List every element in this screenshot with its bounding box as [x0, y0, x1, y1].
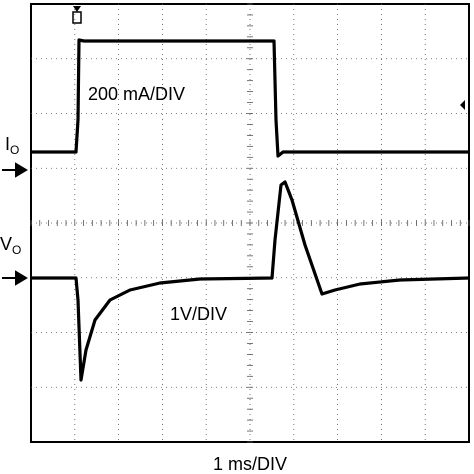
current-ground-arrow — [2, 162, 28, 178]
time-scale-label: 1 ms/DIV — [213, 454, 287, 474]
trigger-level-marker — [460, 100, 465, 110]
channel-subscript: O — [10, 143, 19, 157]
voltage-scale-label: 1V/DIV — [170, 304, 227, 324]
voltage-channel-label: VO — [0, 234, 21, 257]
voltage-ground-arrow — [2, 270, 28, 286]
current-trace — [31, 38, 469, 158]
trigger-icon — [72, 11, 82, 24]
channel-subscript: O — [12, 243, 21, 257]
channel-symbol: V — [0, 234, 12, 254]
current-channel-label: IO — [5, 134, 19, 157]
grid — [30, 3, 470, 443]
current-scale-label: 200 mA/DIV — [88, 84, 185, 104]
voltage-trace — [31, 180, 470, 382]
channel-symbol: I — [5, 134, 10, 154]
trigger-marker — [73, 6, 81, 12]
